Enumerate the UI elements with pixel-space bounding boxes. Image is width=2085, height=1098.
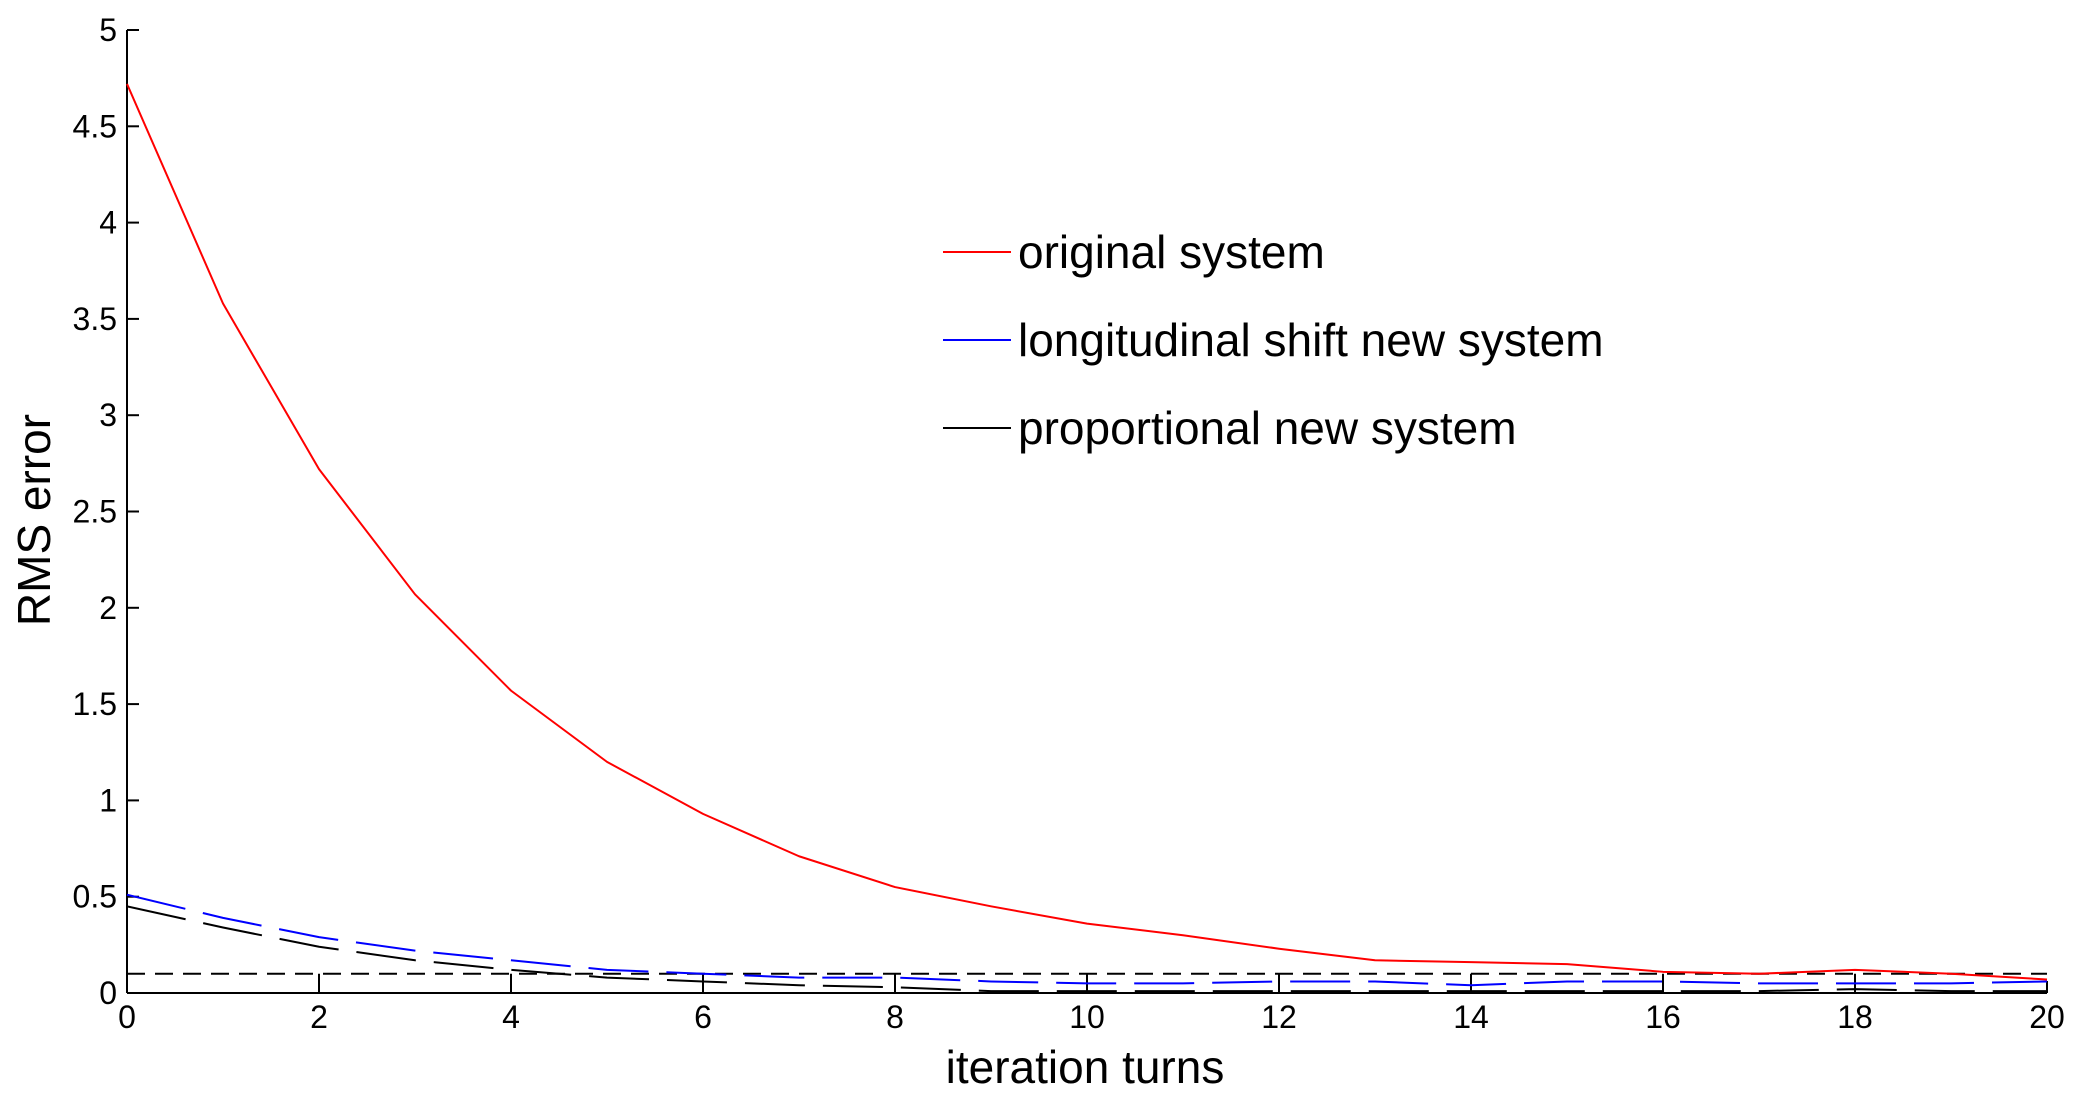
y-tick-label: 5: [99, 12, 117, 48]
legend: original system longitudinal shift new s…: [943, 226, 1604, 454]
y-tick-label: 4.5: [73, 108, 117, 144]
axis-labels: iteration turns RMS error: [8, 414, 1224, 1093]
x-tick-label: 2: [310, 999, 328, 1035]
y-tick-label: 3: [99, 397, 117, 433]
x-tick-label: 14: [1453, 999, 1489, 1035]
x-tick-label: 10: [1069, 999, 1105, 1035]
y-tick-label: 3.5: [73, 301, 117, 337]
legend-label-proportional: proportional new system: [1018, 402, 1517, 454]
x-tick-label: 18: [1837, 999, 1873, 1035]
y-tick-label: 2: [99, 590, 117, 626]
series-original-system: [126, 83, 2048, 981]
x-tick-label: 12: [1261, 999, 1297, 1035]
x-tick-label: 16: [1645, 999, 1681, 1035]
x-tick-label: 0: [118, 999, 136, 1035]
y-tick-label: 0: [99, 975, 117, 1011]
x-axis-title: iteration turns: [946, 1041, 1225, 1093]
y-axis-title: RMS error: [8, 414, 60, 626]
x-tick-label: 4: [502, 999, 520, 1035]
plot-area: [126, 83, 2048, 993]
series-longitudinal-shift: [126, 893, 2048, 987]
y-tick-label: 1.5: [73, 686, 117, 722]
y-tick-label: 0.5: [73, 879, 117, 915]
x-tick-label: 20: [2029, 999, 2065, 1035]
x-tick-label: 8: [886, 999, 904, 1035]
x-tick-label: 6: [694, 999, 712, 1035]
series-proportional: [126, 905, 2047, 993]
axes: 0 2 4 6 8 10 12 14 16 18 20 0 0.5 1 1.5 2 2.5 3 3.5 4 4.5 5: [73, 12, 2065, 1035]
y-tick-label: 2.5: [73, 494, 117, 530]
legend-label-original: original system: [1018, 226, 1325, 278]
legend-label-longitudinal: longitudinal shift new system: [1018, 314, 1604, 366]
y-tick-label: 4: [99, 205, 117, 241]
y-tick-label: 1: [99, 782, 117, 818]
